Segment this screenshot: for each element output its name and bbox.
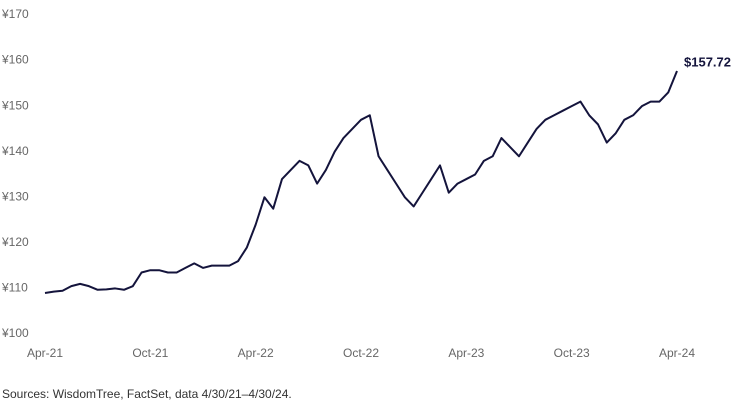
y-tick-label: ¥100	[1, 326, 29, 340]
x-tick-label: Oct-22	[343, 346, 379, 360]
x-tick-label: Apr-24	[659, 346, 695, 360]
x-tick-label: Apr-23	[448, 346, 484, 360]
x-tick-label: Apr-21	[27, 346, 63, 360]
price-line	[44, 70, 678, 294]
y-tick-label: ¥140	[1, 144, 29, 158]
value-label: $157.72	[684, 54, 731, 69]
y-tick-label: ¥130	[1, 189, 29, 203]
y-tick-label: ¥110	[1, 281, 28, 295]
y-tick-label: ¥120	[1, 235, 29, 249]
x-tick-label: Oct-21	[132, 346, 168, 360]
y-tick-label: ¥160	[1, 53, 29, 67]
y-tick-label: ¥150	[1, 98, 29, 112]
y-tick-label: ¥170	[1, 7, 29, 21]
x-tick-label: Apr-22	[238, 346, 274, 360]
source-note: Sources: WisdomTree, FactSet, data 4/30/…	[2, 387, 292, 401]
x-tick-label: Oct-23	[554, 346, 590, 360]
